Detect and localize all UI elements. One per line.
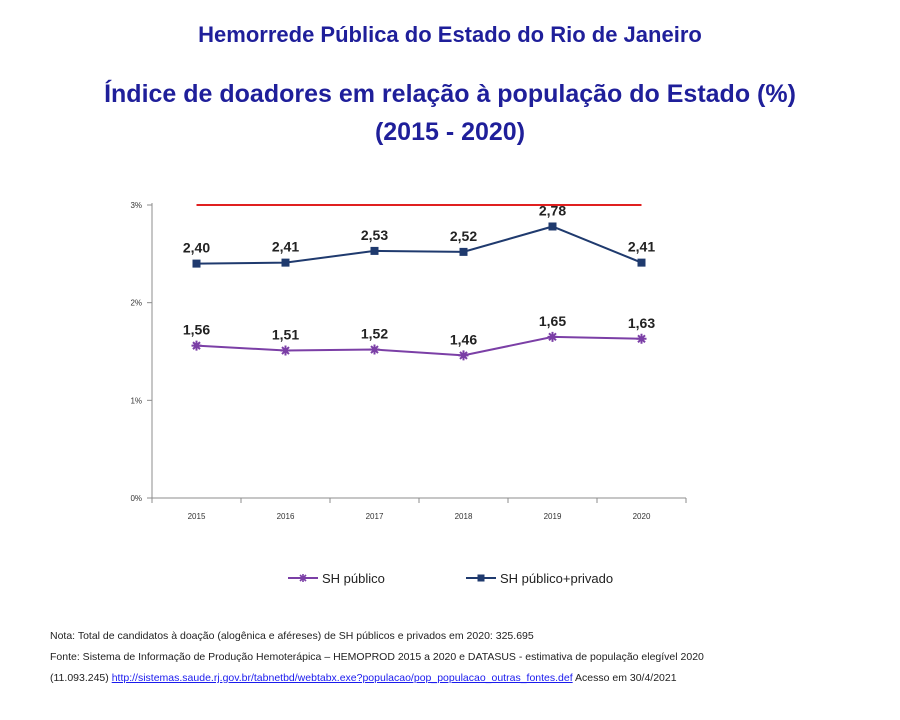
- data-point: [636, 333, 647, 344]
- data-label: 2,41: [272, 239, 299, 255]
- legend-label: SH público: [322, 571, 385, 586]
- data-point: [458, 350, 469, 361]
- data-label: 2,53: [361, 227, 388, 243]
- data-label: 1,46: [450, 331, 477, 347]
- data-label: 1,65: [539, 313, 566, 329]
- x-tick-label: 2019: [544, 512, 562, 521]
- page-supertitle: Hemorrede Pública do Estado do Rio de Ja…: [198, 22, 702, 47]
- x-tick-label: 2018: [455, 512, 473, 521]
- data-label: 1,52: [361, 326, 388, 342]
- data-label: 2,40: [183, 240, 210, 256]
- y-tick-label: 2%: [130, 299, 142, 308]
- data-label: 1,63: [628, 315, 655, 331]
- x-tick-label: 2020: [633, 512, 651, 521]
- data-point: [547, 331, 558, 342]
- data-point: [192, 259, 201, 268]
- x-tick-label: 2015: [188, 512, 206, 521]
- y-tick-label: 1%: [130, 396, 142, 405]
- data-point: [459, 247, 468, 256]
- data-point: [637, 258, 646, 267]
- data-label: 1,56: [183, 322, 210, 338]
- x-tick-label: 2017: [366, 512, 384, 521]
- data-point: [281, 258, 290, 267]
- data-label: 1,51: [272, 327, 299, 343]
- access-date: Acesso em 30/4/2021: [575, 672, 677, 684]
- data-point: [370, 246, 379, 255]
- data-point: [548, 222, 557, 231]
- x-tick-label: 2016: [277, 512, 295, 521]
- y-tick-label: 3%: [130, 201, 142, 210]
- data-label: 2,41: [628, 239, 655, 255]
- data-label: 2,78: [539, 202, 566, 218]
- chart-source-continued: (11.093.245) http://sistemas.saude.rj.go…: [50, 672, 895, 684]
- source-link[interactable]: http://sistemas.saude.rj.gov.br/tabnetbd…: [111, 672, 573, 684]
- data-point: [280, 345, 291, 356]
- y-tick-label: 0%: [130, 494, 142, 503]
- legend-marker: [477, 574, 485, 582]
- data-label: 2,52: [450, 228, 477, 244]
- data-point: [369, 344, 380, 355]
- chart-note: Nota: Total de candidatos à doação (alog…: [50, 630, 534, 642]
- series-line: [196, 335, 642, 357]
- population-figure: (11.093.245): [50, 672, 109, 684]
- chart-subtitle: (2015 - 2020): [374, 118, 526, 146]
- chart-source: Fonte: Sistema de Informação de Produção…: [50, 651, 704, 663]
- chart-title: Índice de doadores em relação à populaçã…: [104, 80, 796, 108]
- data-point: [191, 340, 202, 351]
- series-line: [196, 225, 642, 265]
- legend-marker: [299, 574, 307, 582]
- legend-label: SH público+privado: [500, 571, 613, 586]
